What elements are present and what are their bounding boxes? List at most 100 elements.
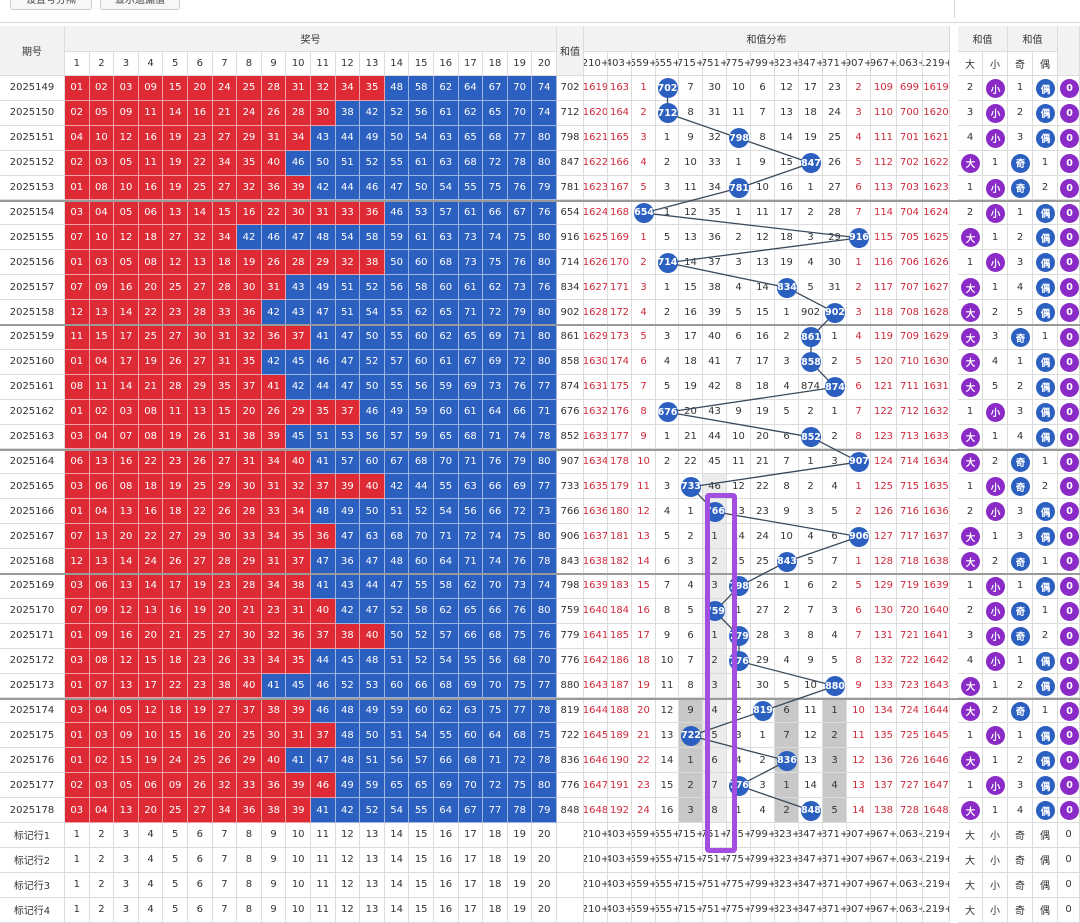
sum-dist-cell: 42 <box>703 374 727 400</box>
mark-prize-cell: 18 <box>483 847 508 873</box>
prize-number: 73 <box>532 499 557 525</box>
prize-number: 12 <box>114 648 139 674</box>
prize-number: 64 <box>434 549 459 574</box>
dist-bin-header: 210+ <box>584 52 608 76</box>
period-header: 期号 <box>0 26 65 76</box>
sum-dist-cell: 706 <box>897 250 923 276</box>
sum-dist-cell: 2 <box>823 349 847 375</box>
prize-number: 65 <box>458 125 484 151</box>
prize-number: 03 <box>89 150 115 176</box>
prize-number: 37 <box>335 399 361 425</box>
period-cell: 2025172 <box>0 648 65 674</box>
prize-number: 01 <box>65 349 90 375</box>
prize-number: 01 <box>65 76 90 101</box>
mark-parity-cell: 奇 <box>1008 897 1033 923</box>
prize-number: 55 <box>434 474 459 500</box>
prize-number: 77 <box>532 673 557 699</box>
sum-dist-cell: 1 <box>632 225 656 251</box>
prize-number: 09 <box>114 100 139 126</box>
mark-dist-cell: 715+ <box>679 847 703 873</box>
prize-number: 01 <box>65 623 90 649</box>
sum-dist-cell: 3 <box>727 250 751 276</box>
prize-number: 56 <box>384 748 410 774</box>
mark-prize-cell: 13 <box>360 847 385 873</box>
sum-dist-cell: 122 <box>871 399 897 425</box>
prize-number: 46 <box>384 200 410 226</box>
prize-number: 71 <box>507 325 533 350</box>
prize-number: 59 <box>409 424 434 450</box>
prize-number: 76 <box>532 200 557 226</box>
mark-dist-cell: 967+ <box>871 847 897 873</box>
prize-number: 72 <box>507 499 533 525</box>
sum-dist-cell: 44 <box>703 424 727 450</box>
sum-dist-cell: 702 <box>897 150 923 176</box>
prize-number: 25 <box>188 623 213 649</box>
size-marker: 大 <box>961 452 980 472</box>
sum-dist-cell: 137 <box>871 773 897 799</box>
prize-number: 03 <box>89 773 115 799</box>
prize-number: 03 <box>89 723 115 749</box>
prize-number: 35 <box>360 76 385 101</box>
prize-number: 07 <box>89 673 115 699</box>
prize-number: 51 <box>384 499 410 525</box>
set-separator-button[interactable]: 设置号分隔 <box>10 0 92 10</box>
prize-number: 58 <box>409 275 434 301</box>
mark-prize-cell: 4 <box>138 847 164 873</box>
sum-dist-cell: 25 <box>751 549 775 574</box>
prize-number: 27 <box>188 349 213 375</box>
sum-dist-cell: 130 <box>871 598 897 624</box>
prize-number: 47 <box>311 748 336 774</box>
sum-marker: 733 <box>681 476 701 497</box>
prize-number: 27 <box>212 623 238 649</box>
prize-col-header: 18 <box>483 52 508 76</box>
mark-dist-cell: 210+ <box>584 872 608 898</box>
parity-odd-cell: 5 <box>1008 300 1033 325</box>
prize-number: 01 <box>65 723 90 749</box>
mark-dist-cell: 403+ <box>608 847 632 873</box>
prize-number: 31 <box>212 349 238 375</box>
prize-number: 14 <box>114 300 139 325</box>
size-small-cell: 2 <box>983 549 1008 574</box>
prize-number: 33 <box>237 524 262 550</box>
prize-number: 03 <box>89 250 115 276</box>
sum-dist-cell: 701 <box>897 125 923 151</box>
sum-dist-cell: 1 <box>847 250 871 276</box>
sum-dist-cell: 1623 <box>584 175 608 201</box>
parity-odd-cell: 3 <box>1008 524 1033 550</box>
prize-number: 45 <box>286 673 311 699</box>
show-miss-button[interactable]: 显示遗漏值 <box>100 0 180 10</box>
mark-dist-cell: 751+ <box>703 897 727 923</box>
prize-number: 64 <box>483 399 508 425</box>
sum-dist-cell: 711 <box>897 374 923 400</box>
size-big-cell <box>958 524 983 550</box>
prize-number: 19 <box>163 424 188 450</box>
mark-size-cell: 大 <box>958 847 983 873</box>
parity-marker: 奇 <box>1011 452 1030 472</box>
sum-dist-cell: 1648 <box>584 798 608 823</box>
parity-header: 和值 <box>1008 26 1058 52</box>
dist-bin-header: 847+ <box>799 52 823 76</box>
prize-number: 65 <box>458 598 484 624</box>
sum-dist-cell: 9 <box>847 673 871 699</box>
prize-number: 60 <box>360 449 385 475</box>
sum-dist-cell: 1622 <box>584 150 608 176</box>
prize-number: 19 <box>138 349 164 375</box>
extra-marker: 0 <box>1060 253 1079 273</box>
mark-prize-cell: 10 <box>286 897 311 923</box>
size-marker: 小 <box>986 103 1005 123</box>
sum-dist-cell: 1620 <box>584 100 608 126</box>
sum-marker: 798 <box>729 128 749 149</box>
prize-number: 05 <box>114 773 139 799</box>
prize-number: 18 <box>212 250 238 276</box>
sum-dist-cell: 2 <box>632 250 656 276</box>
sum-dist-cell: 1624 <box>584 200 608 226</box>
dist-bin-header: 1219+ <box>923 52 950 76</box>
sum-dist-cell: 1626 <box>584 250 608 276</box>
sum-dist-cell: 1646 <box>923 748 950 774</box>
prize-number: 80 <box>532 150 557 176</box>
sum-dist-cell: 181 <box>608 524 632 550</box>
prize-number: 41 <box>286 748 311 774</box>
mark-dist-cell: 655+ <box>656 847 679 873</box>
sum-dist-cell: 728 <box>897 798 923 823</box>
parity-marker: 偶 <box>1036 79 1055 98</box>
